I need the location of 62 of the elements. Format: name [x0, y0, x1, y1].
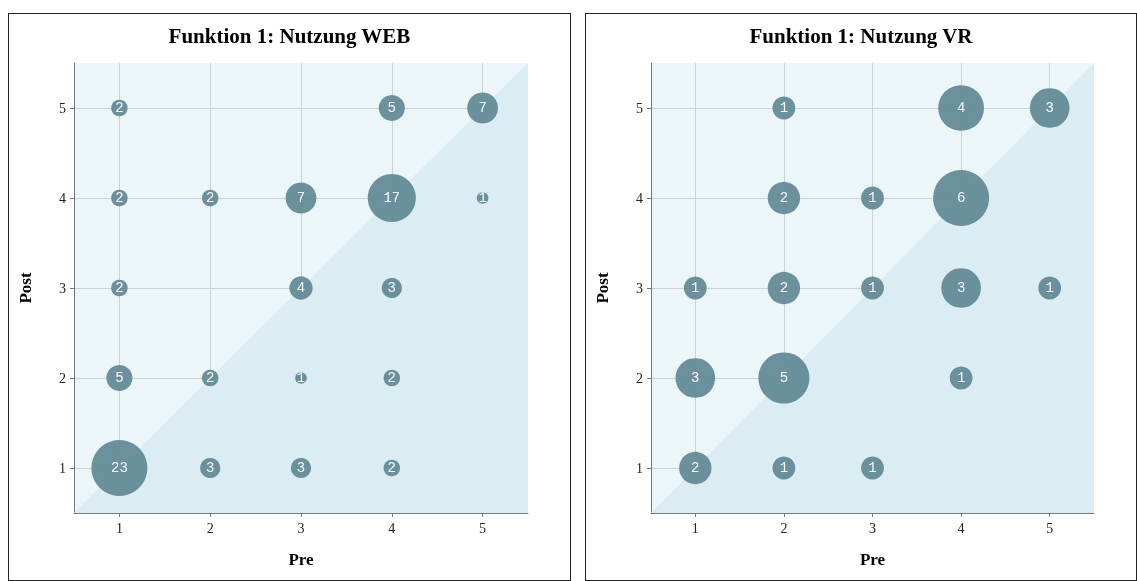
data-label: 3 [296, 460, 306, 476]
data-label: 23 [110, 460, 128, 476]
x-tick-label: 3 [297, 520, 305, 536]
y-tick-label: 2 [636, 370, 643, 386]
data-label: 2 [387, 460, 396, 476]
data-label: 2 [206, 370, 215, 386]
x-axis-title: Pre [288, 550, 315, 569]
y-tick-label: 5 [59, 100, 66, 116]
data-label: 6 [956, 190, 966, 206]
data-label: 2 [115, 190, 124, 206]
data-label: 1 [1045, 280, 1054, 296]
data-label: 1 [691, 280, 700, 296]
data-label: 4 [956, 100, 966, 116]
y-tick-label: 2 [59, 370, 66, 386]
data-label: 1 [296, 370, 306, 386]
x-tick-label: 1 [115, 520, 123, 536]
data-label: 2 [691, 460, 700, 476]
y-tick-label: 4 [636, 190, 643, 206]
data-label: 7 [296, 190, 306, 206]
data-label: 1 [478, 190, 487, 206]
data-label: 3 [691, 370, 700, 386]
y-tick-label: 3 [59, 280, 66, 296]
y-tick-label: 1 [636, 460, 643, 476]
x-tick-label: 2 [206, 520, 214, 536]
x-tick-label: 5 [479, 520, 487, 536]
x-tick-label: 4 [957, 520, 965, 536]
data-label: 2 [115, 100, 124, 116]
data-label: 2 [115, 280, 124, 296]
data-label: 2 [779, 280, 789, 296]
y-tick-label: 4 [59, 190, 66, 206]
y-axis-title: Post [593, 272, 612, 304]
data-label: 3 [206, 460, 215, 476]
x-axis-title: Pre [859, 550, 886, 569]
data-label: 2 [206, 190, 215, 206]
y-axis-title: Post [16, 272, 35, 304]
y-tick-label: 3 [636, 280, 643, 296]
data-label: 2 [387, 370, 396, 386]
data-label: 3 [956, 280, 966, 296]
x-tick-label: 4 [388, 520, 396, 536]
data-label: 5 [779, 370, 789, 386]
data-label: 3 [1045, 100, 1054, 116]
data-label: 1 [868, 460, 877, 476]
data-label: 5 [387, 100, 396, 116]
y-tick-label: 1 [59, 460, 66, 476]
chart-title: Funktion 1: Nutzung VR [749, 23, 974, 48]
x-tick-label: 5 [1046, 520, 1054, 536]
chart-title: Funktion 1: Nutzung WEB [168, 23, 411, 48]
y-tick-label: 5 [636, 100, 643, 116]
data-label: 1 [868, 190, 877, 206]
x-tick-label: 2 [780, 520, 788, 536]
x-tick-label: 1 [691, 520, 699, 536]
x-tick-label: 3 [869, 520, 876, 536]
data-label: 2 [779, 190, 789, 206]
data-label: 1 [956, 370, 966, 386]
data-label: 3 [387, 280, 396, 296]
data-label: 1 [779, 100, 789, 116]
data-label: 1 [868, 280, 877, 296]
data-label: 5 [115, 370, 124, 386]
data-label: 17 [383, 190, 401, 206]
data-label: 4 [296, 280, 306, 296]
data-label: 7 [478, 100, 487, 116]
data-label: 1 [779, 460, 789, 476]
